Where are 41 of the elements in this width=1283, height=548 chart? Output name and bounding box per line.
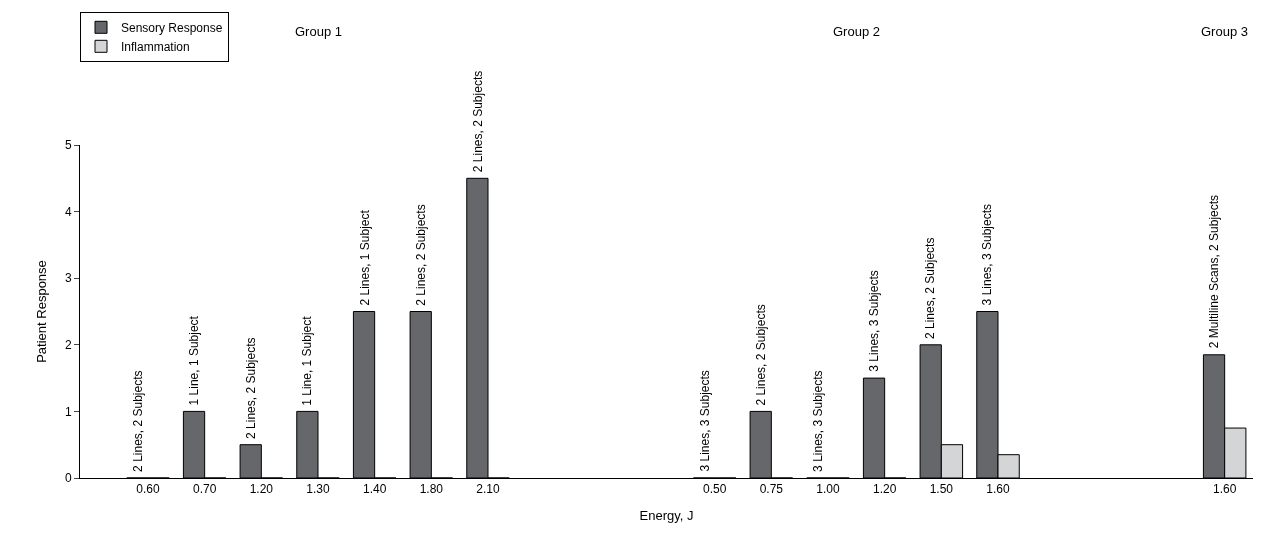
annotation: 2 Lines, 2 Subjects [470,70,485,173]
annotation: 2 Lines, 1 Subject [357,209,372,306]
annotation: 3 Lines, 3 Subjects [697,370,712,472]
x-tick-label: 1.20 [872,482,897,497]
annotation: 1 Line, 1 Subject [186,315,201,406]
y-tick-label: 1 [64,404,72,419]
text: Group 1 [295,24,342,39]
annotation: 2 Lines, 2 Subjects [243,337,258,439]
annotation: 2 Lines, 2 Subjects [923,237,938,340]
x-tick-label: 1.40 [362,482,387,497]
annotation: 1 Line, 1 Subject [299,315,314,406]
y-tick-label: 3 [64,271,72,286]
annotation: 2 Lines, 2 Subjects [413,204,428,306]
y-tick-label: 4 [64,204,72,219]
y-axis-title: Patient Response [33,260,49,363]
annotation: 2 Multiline Scans, 2 Subjects [1206,194,1221,349]
x-tick-label: 1.60 [986,482,1010,497]
annotation: 3 Lines, 3 Subjects [810,370,825,472]
text: Group 2 [833,24,880,39]
x-tick-label: 1.80 [419,482,444,497]
x-tick-label: 0.70 [192,482,217,497]
text: Group 3 [1201,24,1248,39]
x-tick-label: 1.60 [1212,482,1237,497]
x-tick-label: 0.50 [702,482,727,497]
x-tick-label: 0.60 [136,482,160,497]
legend-label: Inflammation [121,39,190,54]
x-tick-label: 1.20 [249,482,274,497]
y-tick-label: 5 [64,138,72,153]
annotation: 2 Lines, 2 Subjects [130,370,145,472]
annotation: 3 Lines, 3 Subjects [867,270,882,372]
x-tick-label: 1.00 [816,482,840,497]
annotation: 3 Lines, 3 Subjects [980,203,995,306]
y-tick-label: 0 [64,471,72,486]
legend-label: Sensory Response [121,20,223,35]
x-tick-label: 2.10 [476,482,500,497]
y-tick-label: 2 [64,338,72,352]
x-tick-label: 1.30 [306,482,330,497]
x-tick-label: 1.50 [929,482,954,497]
x-tick-label: 0.75 [759,482,784,497]
x-axis-title: Energy, J [639,508,694,523]
annotation: 2 Lines, 2 Subjects [753,304,768,406]
